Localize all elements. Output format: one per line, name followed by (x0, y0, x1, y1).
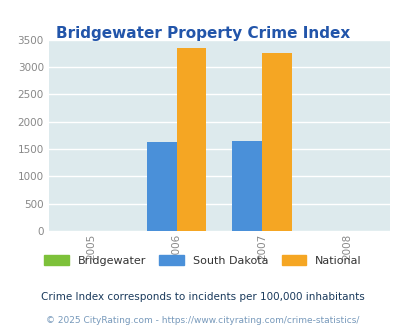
Text: Bridgewater Property Crime Index: Bridgewater Property Crime Index (56, 26, 349, 41)
Text: Crime Index corresponds to incidents per 100,000 inhabitants: Crime Index corresponds to incidents per… (41, 292, 364, 302)
Text: © 2025 CityRating.com - https://www.cityrating.com/crime-statistics/: © 2025 CityRating.com - https://www.city… (46, 316, 359, 325)
Bar (261, 53, 291, 231)
Bar (147, 143, 176, 231)
Legend: Bridgewater, South Dakota, National: Bridgewater, South Dakota, National (40, 250, 365, 270)
Bar (176, 49, 206, 231)
Bar (232, 141, 261, 231)
